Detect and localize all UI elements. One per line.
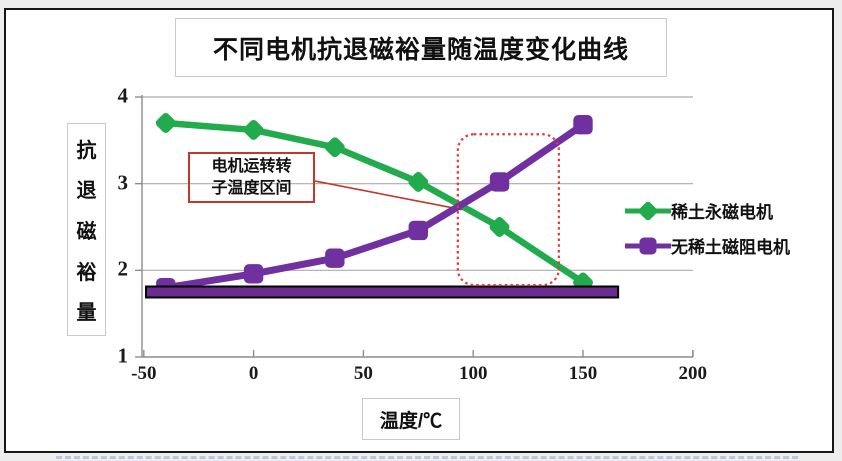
- data-point-square: [408, 220, 429, 241]
- y-tick-label: 1: [117, 343, 129, 368]
- legend-label: 无稀土磁阻电机: [671, 238, 790, 257]
- dashed-temperature-region: [456, 133, 560, 287]
- data-point-diamond: [408, 171, 429, 192]
- data-point-diamond: [324, 137, 345, 158]
- data-point-diamond: [489, 217, 510, 237]
- x-tick-label: 150: [568, 363, 598, 384]
- x-tick-label: 50: [353, 363, 373, 384]
- x-tick-label: 100: [458, 363, 488, 384]
- y-axis-title-char: 退: [76, 180, 97, 203]
- data-point-square: [489, 172, 510, 192]
- callout-connector-line: [314, 180, 463, 211]
- y-axis-title-char: 磁: [76, 220, 97, 243]
- y-tick-label: 4: [117, 83, 129, 108]
- data-point-square: [573, 115, 593, 135]
- x-tick-label: 200: [678, 363, 708, 384]
- slide-bottom-decoration: [56, 456, 798, 459]
- y-tick-label: 2: [117, 256, 129, 281]
- data-point-diamond: [155, 113, 176, 133]
- series-line-purple: [162, 121, 587, 292]
- legend: 稀土永磁电机 无稀土磁阻电机: [625, 193, 790, 263]
- diamond-legend-marker-icon: [625, 201, 671, 220]
- y-tick-label: 3: [117, 170, 129, 195]
- legend-label: 稀土永磁电机: [671, 203, 773, 222]
- y-axis-title-char: 抗: [76, 139, 97, 162]
- series-line-green: [162, 119, 587, 286]
- square-legend-marker-icon: [625, 237, 671, 254]
- legend-item-green: 稀土永磁电机: [625, 193, 790, 228]
- y-axis-title: 抗退磁裕量: [67, 123, 106, 336]
- data-point-diamond: [243, 119, 264, 140]
- data-point-square: [325, 248, 345, 268]
- y-axis-title-char: 量: [76, 302, 97, 325]
- x-tick-label: -50: [131, 363, 157, 384]
- limit-bar: [144, 285, 620, 299]
- data-point-square: [243, 264, 264, 284]
- chart-title: 不同电机抗退磁裕量随温度变化曲线: [175, 18, 667, 77]
- callout-line2: 子温度区间: [211, 179, 292, 197]
- x-axis-title: 温度/℃: [362, 398, 460, 440]
- callout-box: 电机运转转 子温度区间: [188, 152, 315, 203]
- legend-item-purple: 无稀土磁阻电机: [625, 228, 790, 263]
- callout-line1: 电机运转转: [211, 157, 292, 175]
- x-tick-label: 0: [248, 363, 259, 384]
- y-axis-title-char: 裕: [76, 261, 97, 284]
